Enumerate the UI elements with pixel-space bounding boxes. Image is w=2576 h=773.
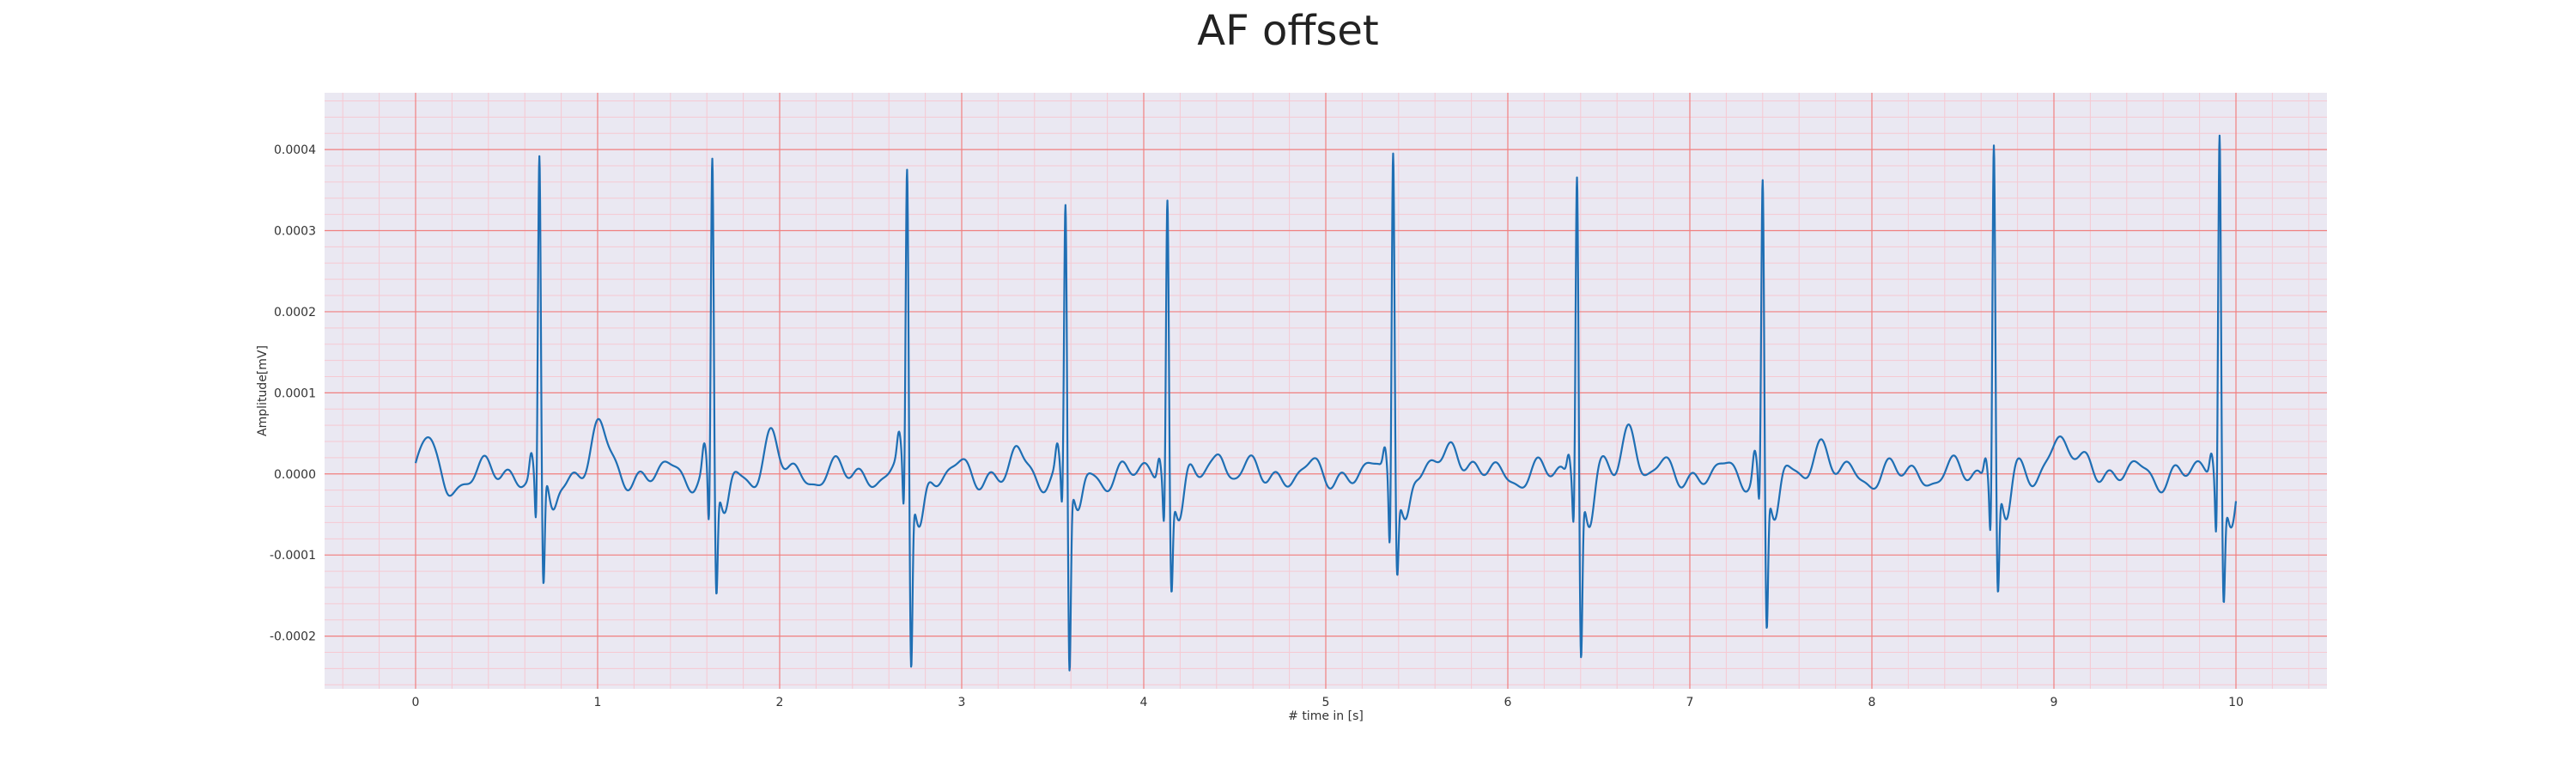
x-tick-label: 10: [2228, 696, 2244, 709]
x-tick-label: 6: [1504, 696, 1512, 709]
y-tick-labels: -0.0002 -0.0001 0.0000 0.0001 0.0002 0.0003 0.…: [270, 143, 316, 644]
x-tick-labels: 0 1 2 3 4 5 6 7 8 9 10: [412, 696, 2244, 709]
x-tick-label: 2: [776, 696, 784, 709]
x-tick-label: 3: [958, 696, 966, 709]
ecg-signal-line: [414, 134, 2238, 672]
x-tick-label: 9: [2050, 696, 2058, 709]
y-tick-label: -0.0002: [270, 630, 316, 644]
y-tick-label: -0.0001: [270, 549, 316, 563]
y-tick-label: 0.0002: [274, 306, 316, 320]
y-tick-label: 0.0004: [274, 143, 316, 157]
chart-title: AF offset: [1197, 7, 1379, 55]
y-axis-label: Amplitude[mV]: [256, 345, 270, 436]
x-tick-label: 7: [1686, 696, 1694, 709]
x-tick-label: 4: [1140, 696, 1148, 709]
x-tick-label: 5: [1322, 696, 1330, 709]
x-tick-label: 0: [412, 696, 420, 709]
x-tick-label: 1: [594, 696, 602, 709]
x-tick-label: 8: [1868, 696, 1876, 709]
x-axis-label: # time in [s]: [1288, 709, 1364, 723]
y-tick-label: 0.0003: [274, 225, 316, 239]
y-tick-label: 0.0000: [274, 468, 316, 482]
y-tick-label: 0.0001: [274, 386, 316, 400]
